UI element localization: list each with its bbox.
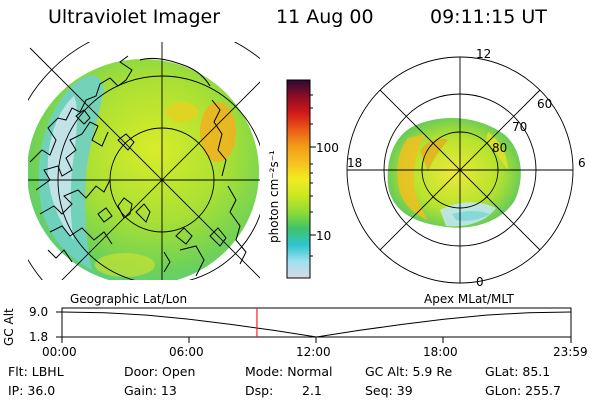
timeline-plot — [56, 307, 572, 343]
time-label: 09:11:15 UT — [430, 6, 547, 28]
colorbar-ticks — [310, 94, 316, 257]
timeline-y-ticks — [56, 311, 62, 338]
polar-plot — [346, 56, 574, 284]
colorbar — [286, 79, 311, 279]
gain-status: Gain: 13 — [124, 383, 177, 398]
dsp-label: Dsp: — [245, 383, 274, 398]
mlat-label-70: 70 — [512, 120, 528, 134]
x-tick-0000: 00:00 — [42, 345, 77, 359]
bright-emission-spot — [200, 102, 236, 162]
mlt-label-6: 6 — [578, 156, 586, 170]
glat-status: GLat: 85.1 — [485, 364, 551, 379]
glon-status: GLon: 255.7 — [485, 383, 561, 398]
geographic-coords-title: Geographic Lat/Lon — [70, 292, 188, 306]
instrument-title: Ultraviolet Imager — [48, 6, 221, 28]
ip-status: IP: 36.0 — [8, 383, 56, 398]
door-status: Door: Open — [124, 364, 196, 379]
date-label: 11 Aug 00 — [276, 6, 374, 28]
geographic-map — [28, 42, 260, 280]
mode-status: Mode: Normal — [245, 364, 333, 379]
auroral-oval — [387, 118, 521, 228]
mlat-label-80: 80 — [492, 141, 508, 155]
filter-status: Flt: LBHL — [8, 364, 64, 379]
x-tick-1200: 12:00 — [296, 345, 331, 359]
dsp-value: 2.1 — [302, 383, 322, 398]
mlat-label-60: 60 — [537, 97, 553, 111]
y-tick-1-8: 1.8 — [29, 330, 49, 344]
coastlines — [29, 55, 247, 277]
mlt-label-0: 0 — [476, 275, 484, 289]
colorbar-tick-100: 100 — [316, 141, 339, 155]
apex-coords-title: Apex MLat/MLT — [424, 292, 514, 306]
lat-lon-grid — [28, 42, 260, 280]
timeline-x-ticks — [61, 337, 572, 343]
gc-alt-axis-label: GC Alt — [2, 308, 16, 346]
seq-status: Seq: 39 — [365, 383, 413, 398]
timeline-frame — [61, 307, 572, 338]
colorbar-unit-label: photon cm⁻²s⁻¹ — [267, 150, 281, 243]
colorbar-tick-10: 10 — [316, 229, 332, 243]
x-tick-2359: 23:59 — [553, 345, 588, 359]
x-tick-0600: 06:00 — [169, 345, 204, 359]
mlt-label-18: 18 — [347, 156, 363, 170]
y-tick-9: 9.0 — [29, 305, 49, 319]
gc-alt-status: GC Alt: 5.9 Re — [365, 364, 453, 379]
x-tick-1800: 18:00 — [423, 345, 458, 359]
mlt-label-12: 12 — [476, 47, 492, 61]
altitude-curve — [61, 311, 571, 338]
polar-grid — [346, 56, 574, 284]
